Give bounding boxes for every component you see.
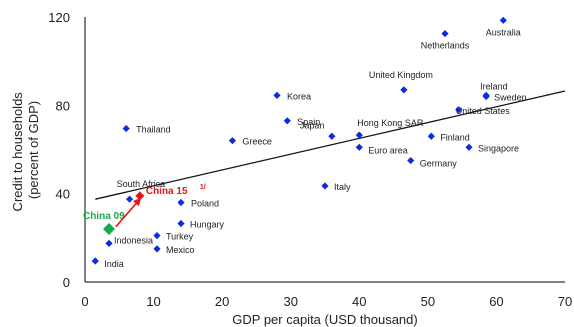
- y-tick-label: 120: [48, 10, 70, 25]
- data-point-marker: [400, 86, 408, 94]
- highlight-points: China 15 1/China 09: [83, 184, 206, 235]
- data-point-label: Ireland: [480, 81, 508, 91]
- y-axis-title-line-2: (percent of GDP): [26, 101, 41, 199]
- data-point-label: Hungary: [190, 219, 225, 229]
- axes: [84, 17, 565, 283]
- x-tick-label: 60: [489, 294, 503, 309]
- data-point-marker: [455, 106, 463, 114]
- data-point-label: Euro area: [368, 145, 408, 155]
- x-tick-label: 0: [81, 294, 88, 309]
- y-axis-title-line-1: Credit to households: [10, 92, 25, 212]
- data-point-marker: [441, 29, 449, 38]
- data-point-marker: [427, 132, 435, 140]
- data-point-marker: [482, 92, 490, 101]
- y-axis-title: Credit to households (percent of GDP): [10, 89, 41, 212]
- highlight-label: China 15: [146, 186, 188, 197]
- data-point-marker: [105, 239, 113, 247]
- x-tick-label: 40: [352, 294, 366, 309]
- y-tick-label: 0: [63, 275, 70, 290]
- highlight-marker: [135, 191, 145, 201]
- data-point-label: Japan: [300, 120, 325, 130]
- data-point-label: Korea: [287, 91, 311, 101]
- data-point-marker: [283, 117, 291, 125]
- data-point-marker: [465, 143, 473, 151]
- data-point-marker: [321, 182, 329, 190]
- data-point-marker: [177, 198, 185, 207]
- data-point-label: Finland: [440, 132, 470, 142]
- highlight-marker: [103, 223, 115, 235]
- ticks: 0 10 20 30 40 50 60 70 0 40 80 120: [48, 10, 572, 309]
- data-point-marker: [355, 143, 363, 151]
- data-point-marker: [153, 245, 161, 253]
- trend-line: [95, 90, 566, 200]
- data-point-label: Germany: [420, 159, 458, 169]
- data-point-marker: [91, 257, 99, 265]
- data-point-label: Singapore: [478, 143, 519, 153]
- data-point-label: Italy: [334, 182, 351, 192]
- data-point-marker: [177, 219, 185, 228]
- china-trend-arrow: [115, 197, 142, 228]
- data-point-label: Spain: [297, 117, 320, 127]
- highlight-footnote-mark: 1/: [200, 184, 206, 191]
- y-tick-label: 40: [56, 187, 70, 202]
- data-point-label: Australia: [486, 27, 521, 37]
- data-point-label: India: [104, 259, 124, 269]
- data-points: Netherlands Australia United Kingdom Irelan…: [91, 16, 527, 269]
- data-point-label: United Kingdom: [369, 70, 433, 80]
- x-tick-label: 10: [146, 294, 160, 309]
- data-point-label: Poland: [191, 199, 219, 209]
- data-point-marker: [153, 232, 161, 240]
- data-point-marker: [499, 16, 507, 24]
- data-point-label: Turkey: [166, 232, 194, 242]
- highlight-label: China 09: [83, 211, 125, 222]
- y-tick-label: 80: [56, 98, 70, 113]
- data-point-marker: [125, 195, 134, 203]
- data-point-label: Indonesia: [114, 235, 153, 245]
- data-point-marker: [122, 124, 130, 133]
- data-point-label: Sweden: [494, 93, 527, 103]
- x-tick-label: 20: [215, 294, 229, 309]
- data-point-marker: [228, 137, 237, 145]
- data-point-marker: [355, 131, 363, 139]
- data-point-marker: [273, 91, 281, 99]
- data-point-label: Thailand: [136, 125, 171, 135]
- x-tick-label: 50: [421, 294, 435, 309]
- data-point-marker: [328, 132, 336, 140]
- data-point-label: Greece: [242, 137, 272, 147]
- x-axis-title: GDP per capita (USD thousand): [232, 312, 417, 327]
- data-point-label: Hong Kong SAR: [357, 118, 424, 128]
- data-point-label: Netherlands: [421, 41, 470, 51]
- x-tick-label: 30: [283, 294, 297, 309]
- data-point-marker: [407, 156, 415, 165]
- data-point-label: Mexico: [166, 245, 195, 255]
- x-tick-label: 70: [558, 294, 572, 309]
- data-point-label: South Africa: [117, 179, 166, 189]
- data-point-label: United States: [456, 106, 511, 116]
